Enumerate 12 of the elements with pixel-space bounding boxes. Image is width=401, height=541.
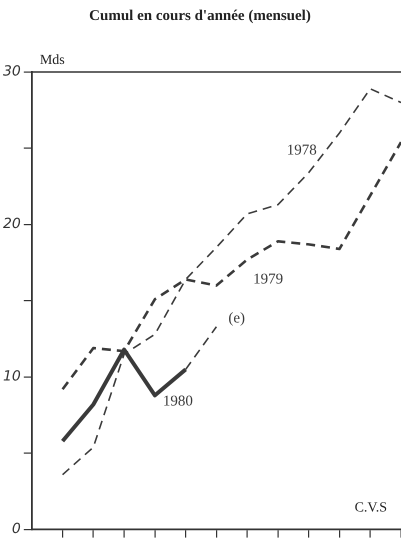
series-label: 1978 bbox=[286, 142, 317, 159]
y-tick-label: 30 bbox=[2, 64, 21, 80]
y-tick-label: 10 bbox=[2, 368, 21, 385]
series-label: (e) bbox=[228, 310, 246, 327]
y-tick-label: 0 bbox=[12, 521, 21, 538]
series-label: 1979 bbox=[253, 272, 284, 288]
annotation: C.V.S bbox=[354, 500, 387, 516]
chart-title: Cumul en cours d'année (mensuel) bbox=[89, 8, 311, 24]
line-series bbox=[62, 88, 401, 476]
y-tick-label: 20 bbox=[2, 216, 21, 232]
y-axis-title: Mds bbox=[40, 53, 65, 68]
series-label: 1980 bbox=[162, 393, 193, 410]
